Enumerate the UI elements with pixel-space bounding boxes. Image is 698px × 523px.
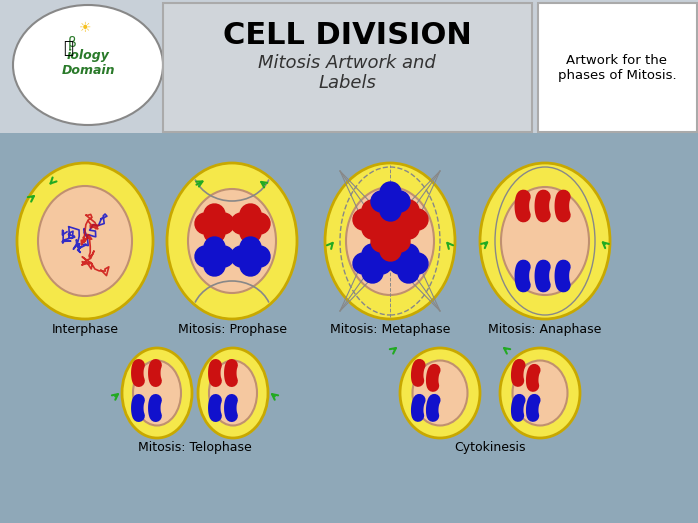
- Ellipse shape: [122, 348, 192, 438]
- Ellipse shape: [501, 187, 589, 295]
- FancyBboxPatch shape: [163, 3, 532, 132]
- Text: Cytokinesis: Cytokinesis: [454, 441, 526, 454]
- Ellipse shape: [17, 163, 153, 319]
- Text: β: β: [68, 36, 76, 50]
- Text: ☀: ☀: [79, 21, 91, 35]
- FancyBboxPatch shape: [538, 3, 697, 132]
- Text: Mitosis: Metaphase: Mitosis: Metaphase: [330, 323, 450, 335]
- Ellipse shape: [346, 187, 434, 295]
- Text: Mitosis: Anaphase: Mitosis: Anaphase: [489, 323, 602, 335]
- Text: Mitosis: Prophase: Mitosis: Prophase: [177, 323, 286, 335]
- Ellipse shape: [38, 186, 132, 296]
- Text: Interphase: Interphase: [52, 323, 119, 335]
- Ellipse shape: [325, 163, 455, 319]
- Ellipse shape: [167, 163, 297, 319]
- Ellipse shape: [500, 348, 580, 438]
- Text: Artwork for the
phases of Mitosis.: Artwork for the phases of Mitosis.: [558, 54, 676, 82]
- Text: iology
Domain: iology Domain: [61, 49, 114, 77]
- Ellipse shape: [209, 360, 257, 426]
- Ellipse shape: [133, 360, 181, 426]
- Ellipse shape: [400, 348, 480, 438]
- Ellipse shape: [512, 360, 567, 426]
- Ellipse shape: [480, 163, 610, 319]
- Text: CELL DIVISION: CELL DIVISION: [223, 21, 471, 51]
- Ellipse shape: [188, 189, 276, 293]
- Text: Mitosis: Telophase: Mitosis: Telophase: [138, 441, 252, 454]
- Ellipse shape: [413, 360, 468, 426]
- Ellipse shape: [13, 5, 163, 125]
- Text: 🦋: 🦋: [63, 39, 73, 57]
- Ellipse shape: [198, 348, 268, 438]
- FancyBboxPatch shape: [0, 0, 698, 133]
- Text: Mitosis Artwork and
Labels: Mitosis Artwork and Labels: [258, 53, 436, 93]
